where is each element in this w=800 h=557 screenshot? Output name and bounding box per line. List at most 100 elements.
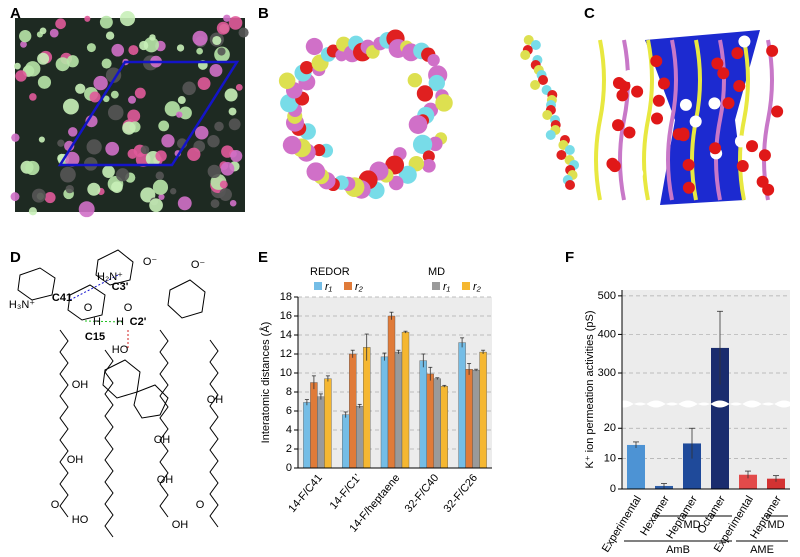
panel-label: F [565,249,574,266]
atom [229,199,237,207]
carbon-chain [59,329,69,518]
y-tick-label: 14 [280,329,292,341]
structure-label: OH [207,394,224,406]
atom [155,150,167,162]
error-bar [717,310,723,385]
error-bar [357,403,362,409]
steroid-ring [102,359,141,399]
atom [216,21,230,35]
atom [708,97,721,110]
atom [214,121,224,132]
atom [139,40,149,51]
atom [86,43,96,53]
error-bar [403,330,408,334]
atom [64,151,80,167]
atom [29,93,37,101]
atom [542,110,553,120]
carbon-chain [209,339,219,528]
atom [105,67,122,83]
structure-label: C15 [85,331,105,343]
bar [310,382,318,469]
atom [422,150,435,163]
error-bar [633,441,639,448]
error-bar [773,475,779,482]
atom [230,150,243,163]
legend-swatch [314,282,322,290]
atom [650,55,663,68]
bar [433,378,441,469]
atom [99,15,113,29]
atom [24,61,41,77]
panel-label: E [258,249,268,266]
error-bar [389,311,394,320]
atom [10,192,20,202]
atom [170,188,177,195]
error-bar [318,393,323,400]
atom [224,88,238,102]
atom [31,188,46,203]
atom [731,47,744,60]
atom [111,43,125,57]
bar [419,360,427,469]
bar [465,369,473,469]
steroid-ring [133,384,169,419]
bar [426,373,434,469]
error-bar [304,399,309,406]
panel-label: B [258,5,269,22]
legend-label: r₁ [443,281,451,293]
bar [767,478,785,489]
y-tick-label: 20 [604,422,616,434]
error-bar [460,337,465,348]
legend-label: r₂ [355,281,364,293]
structure-label: OH [154,434,171,446]
atom [149,34,156,41]
atom [689,115,702,128]
atom [762,183,775,196]
structure-label: H [93,316,101,328]
y-tick-label: 18 [280,291,292,303]
group-label: AME [750,544,774,556]
panel-a-molecules [10,11,249,218]
sugar-ring [17,267,56,301]
atom [530,40,541,50]
atom [161,134,175,148]
error-bar [364,333,369,361]
atom [228,107,237,116]
atom [87,182,101,196]
atom [194,126,209,140]
bar [363,347,371,469]
atom [89,91,101,103]
structure-label: H [116,316,124,328]
group-label: MD [683,519,700,531]
atom [177,96,186,105]
atom [428,74,445,92]
atom [55,18,66,30]
atom [102,165,115,178]
atom [520,50,531,60]
atom [39,27,47,35]
error-bar [325,375,330,382]
error-bar [474,368,479,372]
atom [217,47,226,56]
atom [736,160,749,173]
atom [128,45,139,56]
atom [564,145,575,155]
atom [93,75,108,91]
atom [197,77,211,90]
atom [177,196,192,211]
y-tick-label: 16 [280,310,292,322]
atom [57,139,65,147]
hbond [84,320,126,323]
legend-swatch [462,282,470,290]
atom [37,52,50,65]
atom [14,62,21,70]
structure-label: O [51,499,60,511]
x-tick-label: Experimental [600,494,644,555]
group-label: MD [767,519,784,531]
atom [679,98,692,111]
atom [770,131,783,144]
legend-swatch [432,282,440,290]
atom [738,35,751,48]
atom [299,60,314,75]
atom [19,29,32,43]
